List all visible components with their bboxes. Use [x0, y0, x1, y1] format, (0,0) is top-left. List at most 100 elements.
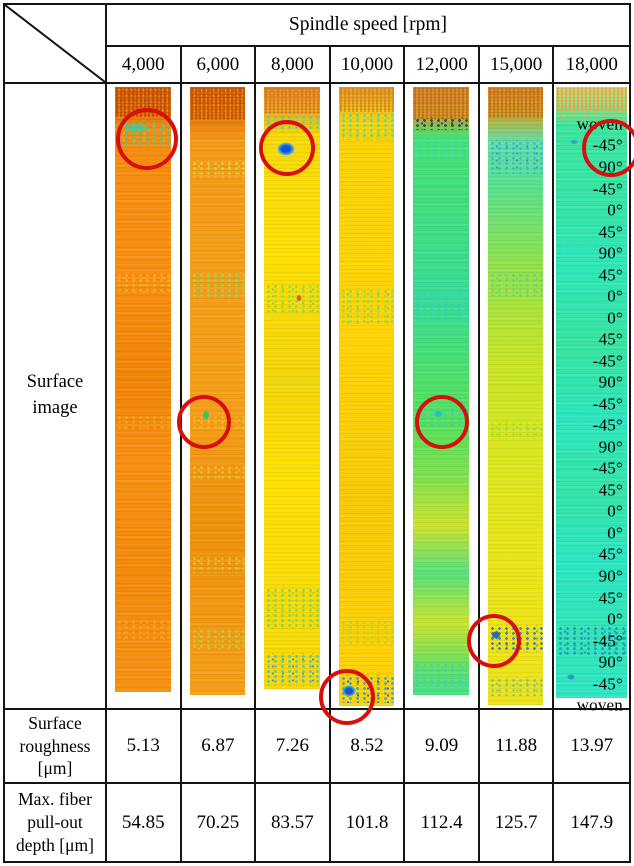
- fiber-pullout-defect: [296, 294, 302, 302]
- surface-texture: [338, 87, 395, 706]
- ply-angle-label: 90°: [598, 437, 623, 457]
- ply-speckle-band: [413, 117, 469, 130]
- ply-angle-label: -45°: [592, 415, 623, 435]
- fiber-pullout-defect: [566, 673, 575, 680]
- ply-speckle-band: [115, 413, 171, 429]
- corner-cell: [5, 5, 107, 84]
- machined-edge-noise-band: [338, 87, 395, 112]
- ply-speckle-band: [264, 282, 320, 313]
- speed-header-15000: 15,000: [479, 47, 555, 84]
- surface-image-cell-6000: [177, 84, 257, 710]
- speed-header-10000: 10,000: [330, 47, 406, 84]
- speed-header-18000: 18,000: [554, 47, 629, 84]
- ply-angle-label: 90°: [598, 652, 623, 672]
- ply-angle-label: -45°: [592, 674, 623, 694]
- speed-header-6000: 6,000: [181, 47, 257, 84]
- ply-angle-label: 45°: [598, 480, 623, 500]
- machined-edge-noise-band: [189, 87, 246, 121]
- ply-speckle-band: [556, 404, 627, 424]
- ply-speckle-band: [487, 420, 544, 440]
- ply-angle-label: 90°: [598, 243, 623, 263]
- ply-angle-label: -45°: [592, 458, 623, 478]
- ply-speckle-band: [338, 111, 395, 140]
- ply-angle-label: 0°: [607, 200, 623, 220]
- ply-speckle-band: [556, 239, 627, 259]
- roughness-value-4000: 5.13: [107, 710, 182, 784]
- ply-angle-label: 0°: [607, 609, 623, 629]
- ply-speckle-band: [115, 619, 171, 641]
- results-table: Spindle speed [rpm] Surface image Surfac…: [3, 3, 634, 863]
- surface-image-cell-10000: [318, 84, 406, 725]
- speed-header-12000: 12,000: [405, 47, 480, 84]
- surface-texture: [189, 87, 246, 695]
- ply-angle-label: 45°: [598, 544, 623, 564]
- pullout-value-6000: 70.25: [181, 784, 257, 861]
- ply-angle-label: -45°: [592, 631, 623, 651]
- ply-speckle-band: [115, 271, 171, 293]
- ply-angle-label: 45°: [598, 329, 623, 349]
- ply-angle-label: 90°: [598, 372, 623, 392]
- machined-edge-noise-band: [487, 87, 544, 118]
- row-label-surface-roughness: Surface roughness [μm]: [5, 710, 107, 784]
- roughness-value-15000: 11.88: [479, 710, 555, 784]
- surface-scan-strip-15000: [487, 87, 544, 705]
- ply-angle-label: 90°: [598, 566, 623, 586]
- surface-scan-strip-10000: [338, 87, 395, 706]
- ply-angle-label: 0°: [607, 286, 623, 306]
- roughness-value-8000: 7.26: [256, 710, 331, 784]
- ply-speckle-band: [264, 375, 320, 391]
- ply-speckle-band: [413, 661, 469, 686]
- speed-header-4000: 4,000: [107, 47, 182, 84]
- machined-edge-noise-band: [264, 87, 320, 115]
- pullout-value-4000: 54.85: [107, 784, 182, 861]
- pullout-value-12000: 112.4: [405, 784, 480, 861]
- ply-speckle-band: [338, 433, 395, 450]
- pullout-value-15000: 125.7: [479, 784, 555, 861]
- ply-speckle-band: [189, 628, 246, 650]
- defect-annotation-circle: [177, 394, 232, 449]
- defect-annotation-circle: [582, 118, 634, 177]
- ply-angle-label: 45°: [598, 588, 623, 608]
- surface-scan-strip-12000: [413, 87, 469, 695]
- surface-image-cell-18000: woven -45° 90° -45° 0° 45° 90° 45° 0° 0° 45° -45° 90…: [554, 84, 634, 714]
- ply-speckle-band: [189, 463, 246, 480]
- ply-angle-label: -45°: [592, 351, 623, 371]
- ply-speckle-band: [338, 619, 395, 645]
- ply-speckle-band: [487, 272, 544, 298]
- ply-angle-label: woven: [576, 695, 623, 715]
- table-title: Spindle speed [rpm]: [107, 5, 629, 47]
- surface-texture: [413, 87, 469, 695]
- ply-speckle-band: [189, 272, 246, 300]
- ply-angle-label: 45°: [598, 222, 623, 242]
- defect-annotation-circle: [258, 119, 315, 176]
- ply-angle-label: 45°: [598, 265, 623, 285]
- ply-speckle-band: [487, 677, 544, 696]
- ply-speckle-band: [189, 555, 246, 574]
- roughness-value-12000: 9.09: [405, 710, 480, 784]
- row-label-surface-image: Surface image: [5, 84, 107, 710]
- surface-image-cell-15000: [466, 84, 555, 710]
- surface-scan-strip-8000: [264, 87, 320, 689]
- ply-speckle-band: [338, 288, 395, 326]
- speed-header-8000: 8,000: [256, 47, 331, 84]
- ply-angle-label: 0°: [607, 308, 623, 328]
- ply-angle-label: 0°: [607, 501, 623, 521]
- surface-scan-strip-18000: [556, 87, 627, 698]
- surface-image-cell-12000: [405, 84, 480, 710]
- ply-angle-label: 0°: [607, 523, 623, 543]
- surface-scan-strip-4000: [115, 87, 171, 692]
- ply-speckle-band: [556, 624, 627, 656]
- defect-annotation-circle: [415, 395, 470, 450]
- fiber-pullout-defect: [570, 139, 579, 145]
- ply-angle-label: -45°: [592, 179, 623, 199]
- ply-speckle-band: [556, 106, 627, 122]
- pullout-value-18000: 147.9: [554, 784, 629, 861]
- ply-speckle-band: [413, 290, 469, 322]
- pullout-value-10000: 101.8: [330, 784, 406, 861]
- roughness-value-18000: 13.97: [554, 710, 629, 784]
- row-label-pullout-depth: Max. fiber pull-out depth [μm]: [5, 784, 107, 861]
- surface-texture: [115, 87, 171, 692]
- ply-speckle-band: [413, 135, 469, 160]
- defect-annotation-circle: [115, 107, 178, 170]
